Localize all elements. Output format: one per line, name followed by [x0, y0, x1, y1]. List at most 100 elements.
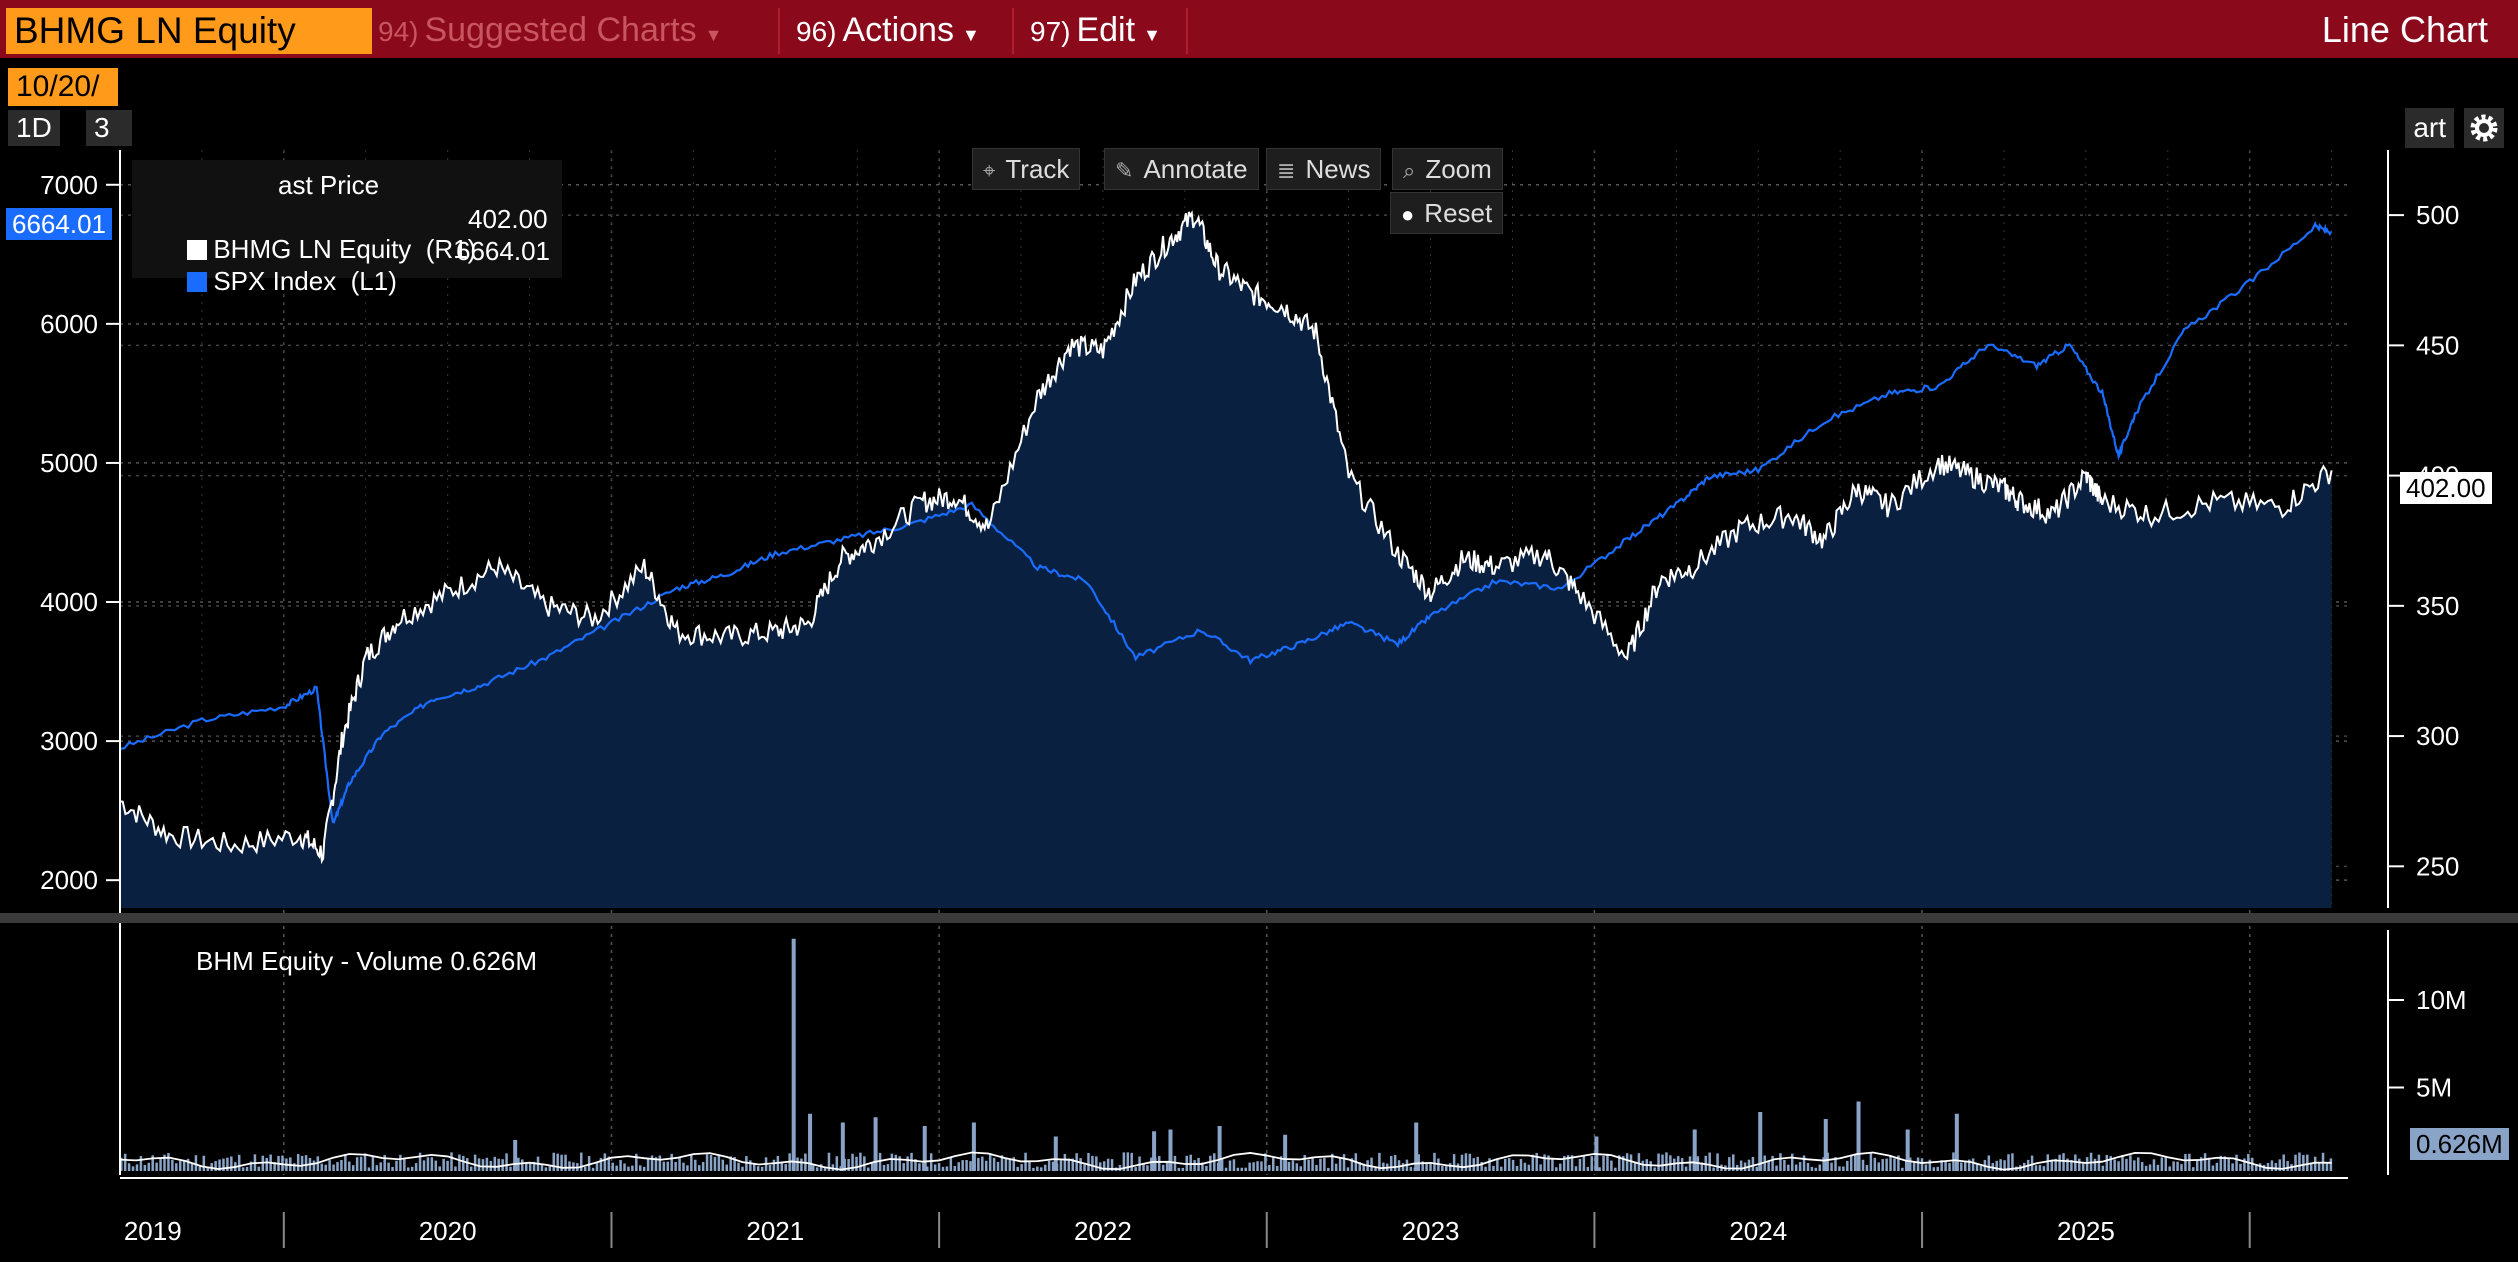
volume-bar [206, 1167, 209, 1171]
volume-bar [1008, 1159, 1012, 1171]
volume-bar [1189, 1154, 1192, 1171]
volume-bar [1629, 1154, 1633, 1171]
volume-bar [2309, 1162, 2313, 1171]
volume-bar [2117, 1161, 2120, 1171]
volume-bar [1688, 1156, 1692, 1171]
volume-spike-bar [1217, 1126, 1222, 1171]
volume-bar [587, 1155, 591, 1171]
volume-bar [1818, 1164, 1822, 1171]
volume-bar [1307, 1159, 1310, 1171]
chevron-down-icon: ▼ [1143, 25, 1161, 45]
volume-bar [528, 1163, 532, 1171]
volume-bar [580, 1152, 583, 1171]
volume-bar [886, 1164, 890, 1171]
volume-axis-tick-label: 10M [2416, 985, 2467, 1015]
volume-bar [1327, 1167, 1330, 1171]
volume-bar [2003, 1160, 2006, 1171]
volume-bar [961, 1160, 964, 1171]
legend-row-spx[interactable]: SPX Index (L1) [144, 236, 397, 326]
volume-bar [2160, 1157, 2164, 1171]
volume-bar [395, 1160, 398, 1171]
volume-bar [666, 1161, 670, 1171]
volume-bar [1051, 1161, 1055, 1171]
volume-bar [375, 1165, 379, 1171]
volume-bar [749, 1160, 752, 1171]
volume-bar [1653, 1167, 1656, 1171]
volume-bar [300, 1155, 304, 1171]
volume-bar [2219, 1155, 2223, 1171]
volume-bar [1268, 1164, 1271, 1171]
volume-bar [465, 1158, 469, 1171]
volume-bar [1397, 1160, 1401, 1171]
volume-bar [1358, 1162, 1362, 1171]
edit-menu[interactable]: 97) Edit ▼ [1030, 6, 1161, 54]
volume-bar [241, 1167, 245, 1171]
volume-bar [171, 1159, 174, 1171]
reset-button[interactable]: ● Reset [1390, 192, 1504, 234]
volume-last-badge: 0.626M [2410, 1128, 2509, 1160]
left-axis-tick-label: 6000 [40, 309, 98, 339]
volume-bar [796, 1157, 799, 1171]
volume-bar [1912, 1162, 1916, 1171]
volume-bar [969, 1161, 972, 1171]
actions-menu[interactable]: 96) Actions ▼ [796, 6, 980, 54]
volume-bar [882, 1164, 886, 1171]
volume-bar [1539, 1164, 1542, 1171]
volume-bar [1657, 1153, 1660, 1171]
volume-bar [1802, 1155, 1806, 1171]
annotate-label: Annotate [1143, 154, 1248, 184]
range-3-button[interactable]: 3 [86, 110, 132, 146]
chart-settings-label[interactable]: art [2405, 108, 2454, 148]
volume-bar [336, 1162, 339, 1171]
annotate-button[interactable]: ✎ Annotate [1104, 148, 1259, 190]
volume-spike-bar [1954, 1113, 1959, 1171]
volume-bar [1110, 1159, 1114, 1171]
left-axis-tick-label: 7000 [40, 170, 98, 200]
volume-bar [737, 1162, 740, 1171]
volume-bar [548, 1166, 552, 1171]
bhmg-area [120, 211, 2332, 908]
volume-bar [2270, 1160, 2274, 1171]
volume-bar [839, 1166, 843, 1171]
right-axis-tick-label: 300 [2416, 721, 2459, 751]
volume-bar [725, 1164, 728, 1171]
volume-bar [2070, 1159, 2073, 1171]
legend-row-bhmg[interactable]: BHMG LN Equity (R1) [144, 204, 476, 294]
volume-spike-bar [1283, 1134, 1288, 1171]
volume-bar [977, 1157, 980, 1171]
volume-bar [1138, 1156, 1141, 1171]
volume-bar [1032, 1167, 1035, 1171]
volume-bar [186, 1158, 190, 1171]
volume-bar [1500, 1166, 1503, 1171]
volume-bar [2258, 1163, 2262, 1171]
date-input[interactable]: 10/20/ [8, 68, 118, 106]
volume-bar [690, 1154, 693, 1171]
volume-bar [1779, 1153, 1782, 1171]
news-button[interactable]: ≣ News [1266, 148, 1382, 190]
volume-bar [2168, 1166, 2171, 1171]
volume-bar [1897, 1155, 1900, 1171]
volume-bar [1476, 1156, 1479, 1171]
volume-bar [438, 1166, 441, 1171]
zoom-button[interactable]: ⌕ Zoom [1392, 148, 1503, 190]
volume-spike-bar [1823, 1119, 1828, 1171]
settings-button[interactable] [2464, 108, 2504, 148]
volume-bar [214, 1161, 217, 1171]
track-button[interactable]: ⌖ Track [972, 148, 1081, 190]
ticker-input[interactable]: BHMG LN Equity [6, 8, 372, 54]
range-1d-button[interactable]: 1D [8, 110, 60, 146]
spx-line [119, 220, 2333, 824]
volume-bar [1928, 1159, 1932, 1171]
volume-bar [2140, 1162, 2144, 1171]
reset-label: Reset [1424, 198, 1493, 228]
volume-spike-bar [922, 1126, 927, 1171]
volume-bar [371, 1156, 375, 1171]
volume-bar [163, 1154, 166, 1171]
volume-bar [418, 1152, 422, 1171]
volume-bar [741, 1166, 744, 1171]
crosshair-icon: ⌖ [983, 158, 996, 183]
volume-bar [583, 1166, 587, 1171]
volume-bar [403, 1158, 406, 1171]
suggested-charts-menu[interactable]: 94) Suggested Charts ▼ [378, 6, 722, 54]
volume-bar [878, 1152, 882, 1171]
